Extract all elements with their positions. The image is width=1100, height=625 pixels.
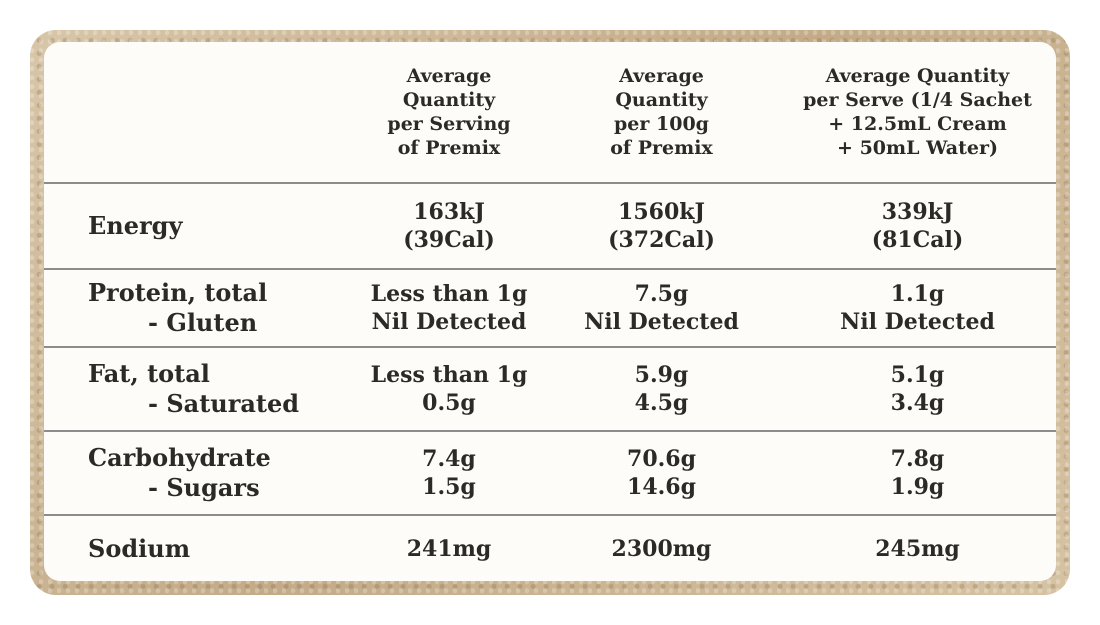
row-sublabel-text: - Gluten bbox=[148, 308, 258, 337]
cell-value: (81Cal) bbox=[871, 227, 964, 253]
row-label-text: Energy bbox=[88, 211, 183, 240]
row-label-text: Protein, total bbox=[88, 278, 268, 307]
row-sublabel-text: - Saturated bbox=[148, 389, 300, 418]
row-label-text: Carbohydrate bbox=[88, 443, 271, 472]
row-sublabel-text: - Sugars bbox=[148, 473, 260, 502]
cell-value: 3.4g bbox=[890, 390, 945, 416]
cell-value: 5.1g bbox=[890, 362, 945, 388]
row-label-protein: Protein, total - Gluten bbox=[44, 270, 354, 348]
header-text: Quantity bbox=[402, 89, 496, 111]
cell-value: Nil Detected bbox=[371, 309, 527, 335]
cell-value: 2300mg bbox=[611, 536, 712, 562]
header-text: of Premix bbox=[610, 137, 713, 159]
cell-protein-per-serve: 1.1g Nil Detected bbox=[779, 270, 1056, 348]
cell-carbohydrate-per-serving: 7.4g 1.5g bbox=[354, 432, 544, 516]
header-text: per Serve (1/4 Sachet bbox=[803, 89, 1032, 111]
row-label-text: Sodium bbox=[88, 534, 191, 563]
cell-value: 4.5g bbox=[634, 390, 689, 416]
header-text: Quantity bbox=[615, 89, 708, 111]
cell-sodium-per-serving: 241mg bbox=[354, 516, 544, 581]
cell-carbohydrate-per-serve: 7.8g 1.9g bbox=[779, 432, 1056, 516]
header-per-100g: Average Quantity per 100g of Premix bbox=[544, 42, 779, 184]
cell-value: 1.1g bbox=[890, 281, 945, 307]
header-text: of Premix bbox=[397, 137, 501, 159]
cell-value: (372Cal) bbox=[608, 227, 715, 253]
cell-fat-per-100g: 5.9g 4.5g bbox=[544, 348, 779, 432]
row-label-energy: Energy bbox=[44, 184, 354, 270]
nutrition-panel-frame: Average Quantity per Serving of Premix A… bbox=[30, 30, 1070, 595]
cell-protein-per-serving: Less than 1g Nil Detected bbox=[354, 270, 544, 348]
cell-value: Nil Detected bbox=[840, 309, 995, 335]
cell-value: 14.6g bbox=[627, 474, 696, 500]
cell-energy-per-serve: 339kJ (81Cal) bbox=[779, 184, 1056, 270]
header-text: Average bbox=[619, 65, 704, 87]
cell-value: 70.6g bbox=[627, 446, 696, 472]
cell-value: 1.5g bbox=[422, 474, 476, 500]
header-per-serving: Average Quantity per Serving of Premix bbox=[354, 42, 544, 184]
cell-value: Nil Detected bbox=[584, 309, 739, 335]
cell-value: 241mg bbox=[406, 536, 492, 562]
row-label-fat: Fat, total - Saturated bbox=[44, 348, 354, 432]
header-text: + 50mL Water) bbox=[837, 137, 998, 159]
header-empty-cell bbox=[44, 42, 354, 184]
cell-sodium-per-serve: 245mg bbox=[779, 516, 1056, 581]
cell-value: 1560kJ bbox=[618, 199, 705, 225]
cell-energy-per-100g: 1560kJ (372Cal) bbox=[544, 184, 779, 270]
cell-value: 245mg bbox=[875, 536, 960, 562]
row-label-carbohydrate: Carbohydrate - Sugars bbox=[44, 432, 354, 516]
header-text: + 12.5mL Cream bbox=[828, 113, 1007, 135]
cell-value: Less than 1g bbox=[370, 281, 528, 307]
cell-value: 0.5g bbox=[422, 390, 476, 416]
row-label-text: Fat, total bbox=[88, 359, 210, 388]
cell-energy-per-serving: 163kJ (39Cal) bbox=[354, 184, 544, 270]
header-text: Average bbox=[406, 65, 492, 87]
cell-value: 1.9g bbox=[890, 474, 945, 500]
header-text: per 100g bbox=[614, 113, 709, 135]
row-label-sodium: Sodium bbox=[44, 516, 354, 581]
header-per-serve: Average Quantity per Serve (1/4 Sachet +… bbox=[779, 42, 1056, 184]
nutrition-table: Average Quantity per Serving of Premix A… bbox=[44, 42, 1056, 581]
cell-carbohydrate-per-100g: 70.6g 14.6g bbox=[544, 432, 779, 516]
cell-fat-per-serving: Less than 1g 0.5g bbox=[354, 348, 544, 432]
cell-value: Less than 1g bbox=[370, 362, 528, 388]
cell-value: 7.4g bbox=[422, 446, 476, 472]
cell-value: 7.8g bbox=[890, 446, 945, 472]
cell-value: (39Cal) bbox=[403, 227, 495, 253]
cell-value: 339kJ bbox=[881, 199, 954, 225]
cell-value: 5.9g bbox=[634, 362, 689, 388]
cell-sodium-per-100g: 2300mg bbox=[544, 516, 779, 581]
cell-fat-per-serve: 5.1g 3.4g bbox=[779, 348, 1056, 432]
cell-value: 7.5g bbox=[634, 281, 689, 307]
cell-protein-per-100g: 7.5g Nil Detected bbox=[544, 270, 779, 348]
header-text: Average Quantity bbox=[825, 65, 1010, 87]
cell-value: 163kJ bbox=[413, 199, 485, 225]
header-text: per Serving bbox=[387, 113, 511, 135]
